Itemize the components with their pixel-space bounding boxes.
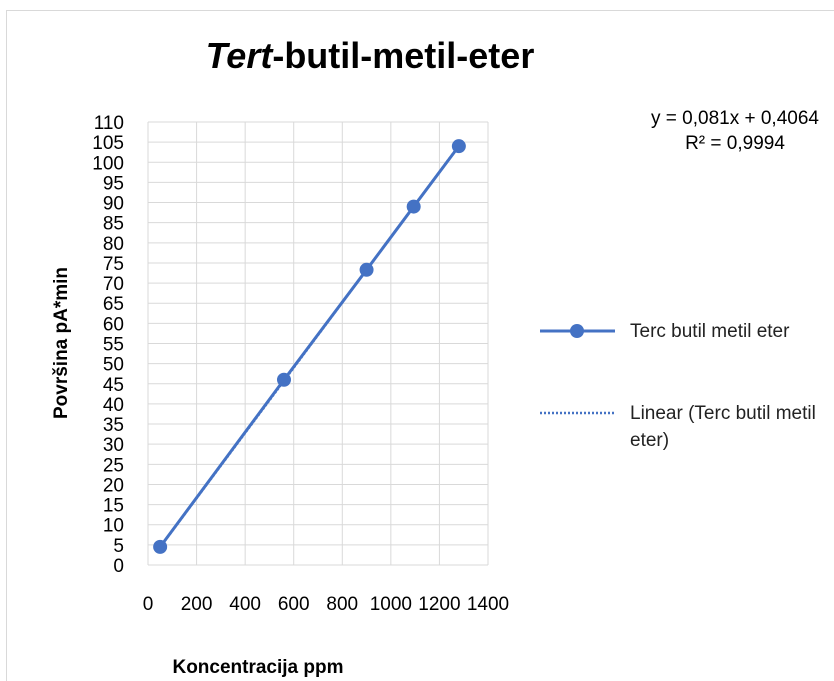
y-tick-label: 105 — [92, 133, 124, 154]
y-tick-label: 80 — [103, 234, 124, 255]
y-tick-label: 55 — [103, 335, 124, 356]
x-tick-label: 800 — [326, 594, 358, 615]
x-axis-label: Koncentracija ppm — [172, 657, 343, 678]
x-tick-label: 600 — [278, 594, 310, 615]
trend-equation: y = 0,081x + 0,4064 — [651, 108, 819, 129]
x-tick-label: 400 — [229, 594, 261, 615]
y-tick-label: 90 — [103, 194, 124, 215]
x-tick-label: 1000 — [370, 594, 412, 615]
y-tick-label: 95 — [103, 173, 124, 194]
y-tick-label: 65 — [103, 294, 124, 315]
y-tick-label: 75 — [103, 254, 124, 275]
y-tick-label: 40 — [103, 395, 124, 416]
data-point — [359, 262, 374, 277]
y-tick-label: 35 — [103, 415, 124, 436]
x-tick-label: 1400 — [467, 594, 509, 615]
x-tick-label: 1200 — [418, 594, 460, 615]
y-tick-label: 50 — [103, 355, 124, 376]
legend-series: Terc butil metil eter — [630, 321, 790, 342]
trendline — [159, 145, 460, 548]
y-tick-label: 70 — [103, 274, 124, 295]
chart-title: Tert-butil-metil-eter — [206, 35, 535, 76]
data-point — [277, 372, 291, 387]
y-tick-label: 20 — [103, 475, 124, 496]
chart-border — [6, 10, 834, 681]
x-tick-label: 0 — [143, 594, 154, 615]
y-tick-label: 10 — [103, 516, 124, 537]
y-tick-label: 15 — [103, 496, 124, 517]
data-point — [153, 539, 168, 554]
y-tick-label: 85 — [103, 214, 124, 235]
y-tick-label: 110 — [94, 113, 124, 134]
y-tick-label: 45 — [103, 375, 124, 396]
x-tick-label: 200 — [181, 594, 213, 615]
y-tick-label: 30 — [103, 435, 124, 456]
y-tick-label: 25 — [103, 455, 124, 476]
data-point — [451, 139, 466, 154]
y-tick-label: 60 — [103, 314, 124, 335]
legend-marker — [570, 324, 584, 338]
y-tick-label: 5 — [113, 536, 124, 557]
y-axis-label: Površina pA*min — [51, 267, 72, 419]
y-tick-label: 0 — [113, 556, 124, 577]
data-point — [406, 199, 421, 214]
y-tick-label: 100 — [92, 153, 124, 174]
trend-r2: R² = 0,9994 — [685, 133, 785, 154]
legend-trendline: Linear (Terc butil metil eter) — [630, 403, 816, 451]
